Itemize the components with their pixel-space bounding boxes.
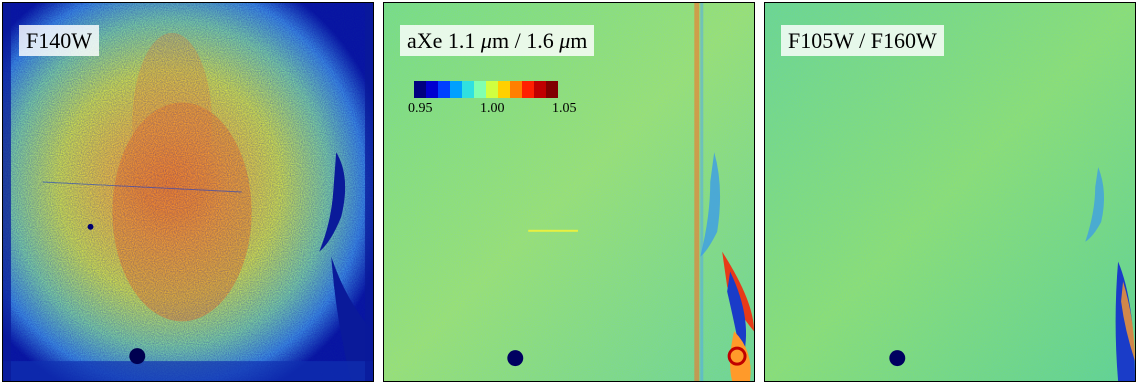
colorbar-swatch-4 <box>462 81 474 98</box>
colorbar-swatch-2 <box>438 81 450 98</box>
colorbar-swatch-0 <box>414 81 426 98</box>
axe-ratio-label: aXe 1.1 μm / 1.6 μm <box>400 25 595 56</box>
colorbar-tick-0.95: 0.95 <box>408 101 433 116</box>
colorbar-swatch-9 <box>522 81 534 98</box>
colorbar-tick-1.00: 1.00 <box>480 101 505 116</box>
axe-label-prefix: aXe 1.1 <box>407 28 481 53</box>
colorbar-swatch-3 <box>450 81 462 98</box>
colorbar-tick-1.05: 1.05 <box>552 101 577 116</box>
axe-label-middle: m / 1.6 <box>491 28 560 53</box>
f140w-flat-field-image <box>3 3 373 381</box>
f105w-f160w-panel: F105W / F160W <box>764 2 1136 382</box>
colorbar-swatch-8 <box>510 81 522 98</box>
axe-ratio-panel: aXe 1.1 μm / 1.6 μm 0.95 1.00 1.05 <box>383 2 755 382</box>
micro-symbol-2: μ <box>559 28 571 53</box>
axe-label-suffix: m <box>570 28 588 53</box>
f140w-panel: F140W <box>2 2 374 382</box>
colorbar-swatch-1 <box>426 81 438 98</box>
colorbar-swatch-10 <box>534 81 546 98</box>
micro-symbol-1: μ <box>480 28 492 53</box>
colorbar-swatch-11 <box>546 81 558 98</box>
colorbar-swatches <box>414 81 594 98</box>
colorbar: 0.95 1.00 1.05 <box>408 81 594 118</box>
colorbar-swatch-6 <box>486 81 498 98</box>
colorbar-ticks: 0.95 1.00 1.05 <box>408 98 594 118</box>
f105w-f160w-label: F105W / F160W <box>781 25 944 56</box>
f105w-f160w-ratio-image <box>765 3 1135 381</box>
axe-ratio-image <box>384 3 754 381</box>
f140w-label: F140W <box>19 25 99 56</box>
colorbar-swatch-7 <box>498 81 510 98</box>
colorbar-swatch-5 <box>474 81 486 98</box>
